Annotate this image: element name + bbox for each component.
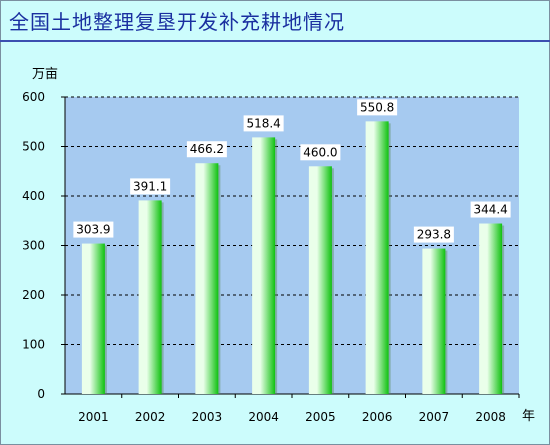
data-label: 518.4 xyxy=(246,116,280,130)
data-label-box xyxy=(130,178,171,195)
y-tick-label: 600 xyxy=(22,90,45,104)
data-label: 466.2 xyxy=(190,142,224,156)
y-tick-label: 300 xyxy=(22,239,45,253)
data-label: 460.0 xyxy=(303,145,337,159)
y-axis-label: 万亩 xyxy=(32,66,58,82)
bar xyxy=(308,166,332,394)
y-tick-label: 0 xyxy=(37,387,45,401)
bar xyxy=(138,200,162,394)
x-tick-label: 2004 xyxy=(248,410,279,424)
data-label: 344.4 xyxy=(473,203,507,217)
data-label-box xyxy=(243,115,284,132)
x-tick-label: 2001 xyxy=(78,410,109,424)
x-tick-label: 2005 xyxy=(305,410,336,424)
bar xyxy=(252,137,276,394)
x-tick-label: 2003 xyxy=(192,410,223,424)
data-label-box xyxy=(300,144,341,161)
data-label: 303.9 xyxy=(76,223,110,237)
title-divider xyxy=(0,40,550,42)
data-label-box xyxy=(73,221,114,238)
bar xyxy=(365,121,389,394)
x-tick-label: 2002 xyxy=(135,410,166,424)
y-tick-label: 400 xyxy=(22,189,45,203)
x-tick-label: 2006 xyxy=(362,410,393,424)
data-label-box xyxy=(470,201,511,218)
data-label-box xyxy=(186,141,227,158)
data-label: 293.8 xyxy=(417,228,451,242)
x-tick-label: 2008 xyxy=(475,410,506,424)
x-axis-unit-label: 年 xyxy=(522,409,535,424)
data-label-box xyxy=(357,99,398,116)
data-label: 550.8 xyxy=(360,100,394,114)
bar xyxy=(81,243,105,394)
bar xyxy=(195,163,219,394)
y-tick-label: 200 xyxy=(22,288,45,302)
data-label: 391.1 xyxy=(133,179,167,193)
bar xyxy=(422,248,446,394)
bar xyxy=(479,223,503,394)
y-tick-label: 100 xyxy=(22,338,45,352)
data-label-box xyxy=(413,226,454,243)
y-tick-label: 500 xyxy=(22,140,45,154)
x-tick-label: 2007 xyxy=(419,410,450,424)
chart-title: 全国土地整理复垦开发补充耕地情况 xyxy=(9,10,345,34)
